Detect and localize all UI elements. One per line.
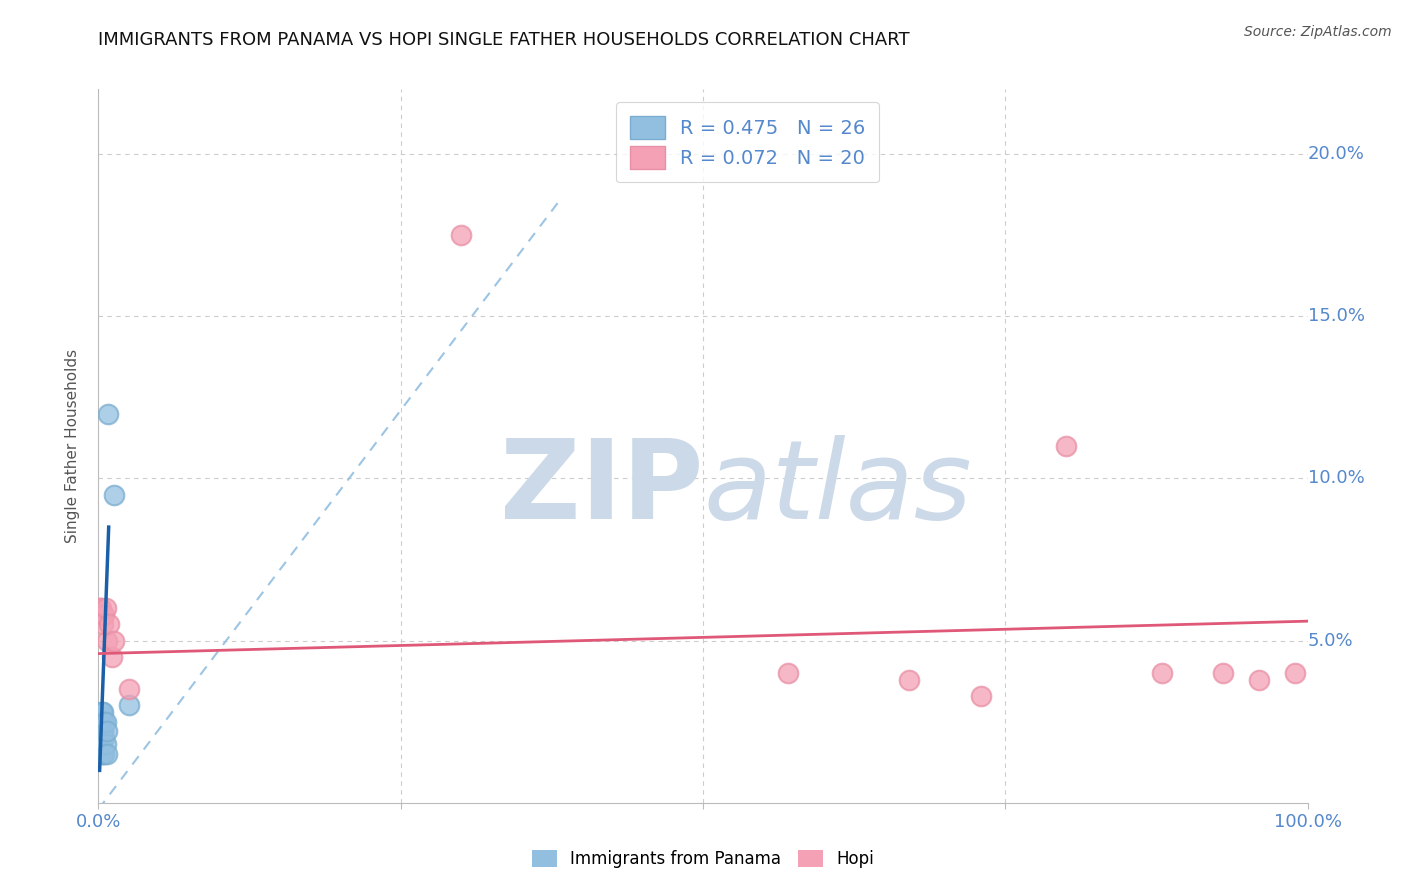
Text: ZIP: ZIP: [499, 435, 703, 542]
Point: [118, 682, 141, 697]
Text: IMMIGRANTS FROM PANAMA VS HOPI SINGLE FATHER HOUSEHOLDS CORRELATION CHART: IMMIGRANTS FROM PANAMA VS HOPI SINGLE FA…: [98, 31, 910, 49]
Point: [1054, 439, 1077, 453]
Point: [91, 617, 114, 632]
Point: [100, 649, 122, 664]
Point: [96, 724, 118, 739]
Legend: Immigrants from Panama, Hopi: Immigrants from Panama, Hopi: [526, 843, 880, 875]
Point: [91, 724, 114, 739]
Point: [91, 607, 114, 622]
Point: [91, 738, 114, 752]
Point: [90, 724, 112, 739]
Point: [897, 673, 920, 687]
Point: [90, 747, 112, 761]
Point: [1212, 666, 1234, 681]
Point: [91, 724, 114, 739]
Text: 15.0%: 15.0%: [1308, 307, 1365, 326]
Point: [89, 601, 111, 615]
Point: [91, 714, 114, 729]
Point: [93, 607, 115, 622]
Point: [90, 714, 112, 729]
Point: [776, 666, 799, 681]
Point: [96, 747, 118, 761]
Point: [103, 633, 125, 648]
Point: [94, 738, 117, 752]
Text: 5.0%: 5.0%: [1308, 632, 1353, 649]
Point: [90, 601, 112, 615]
Point: [90, 705, 112, 719]
Point: [1249, 673, 1271, 687]
Text: atlas: atlas: [703, 435, 972, 542]
Point: [450, 228, 472, 243]
Point: [96, 633, 118, 648]
Point: [118, 698, 141, 713]
Point: [93, 714, 115, 729]
Point: [97, 407, 120, 421]
Y-axis label: Single Father Households: Single Father Households: [65, 349, 80, 543]
Point: [94, 714, 117, 729]
Point: [970, 689, 993, 703]
Text: 10.0%: 10.0%: [1308, 469, 1364, 487]
Point: [94, 601, 117, 615]
Point: [93, 731, 115, 745]
Point: [89, 731, 111, 745]
Point: [91, 705, 114, 719]
Point: [89, 724, 111, 739]
Text: 20.0%: 20.0%: [1308, 145, 1364, 163]
Point: [1284, 666, 1306, 681]
Point: [91, 747, 114, 761]
Point: [89, 738, 111, 752]
Point: [1152, 666, 1174, 681]
Point: [98, 617, 121, 632]
Legend: R = 0.475   N = 26, R = 0.072   N = 20: R = 0.475 N = 26, R = 0.072 N = 20: [616, 103, 879, 182]
Point: [89, 714, 111, 729]
Text: Source: ZipAtlas.com: Source: ZipAtlas.com: [1244, 25, 1392, 39]
Point: [91, 705, 114, 719]
Point: [90, 738, 112, 752]
Point: [103, 488, 125, 502]
Point: [93, 747, 115, 761]
